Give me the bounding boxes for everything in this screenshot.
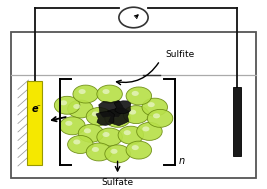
Bar — [233, 87, 241, 156]
Circle shape — [92, 112, 99, 116]
Circle shape — [73, 139, 80, 145]
Circle shape — [111, 113, 117, 118]
Circle shape — [103, 89, 109, 94]
Circle shape — [105, 145, 130, 163]
Circle shape — [73, 104, 80, 109]
Text: n: n — [179, 156, 185, 166]
Circle shape — [124, 130, 131, 135]
Circle shape — [123, 106, 149, 124]
Circle shape — [60, 100, 67, 105]
Circle shape — [60, 117, 85, 135]
Polygon shape — [108, 108, 129, 126]
Circle shape — [73, 85, 99, 103]
Text: Sulfate: Sulfate — [101, 178, 134, 187]
Circle shape — [84, 128, 91, 133]
Text: e: e — [32, 104, 38, 114]
Circle shape — [68, 136, 93, 153]
Circle shape — [105, 109, 130, 127]
Circle shape — [111, 149, 117, 154]
Polygon shape — [96, 112, 114, 125]
Circle shape — [142, 126, 150, 131]
Circle shape — [126, 141, 152, 159]
Bar — [27, 81, 42, 165]
Circle shape — [86, 143, 112, 161]
Circle shape — [132, 91, 139, 96]
Circle shape — [126, 87, 152, 105]
Circle shape — [119, 7, 148, 28]
Circle shape — [129, 110, 136, 115]
Circle shape — [65, 121, 72, 126]
Circle shape — [103, 132, 109, 137]
Text: ⁻: ⁻ — [37, 105, 41, 111]
Circle shape — [137, 122, 162, 140]
Circle shape — [153, 113, 160, 118]
Circle shape — [86, 108, 112, 125]
Circle shape — [97, 128, 122, 146]
Polygon shape — [99, 101, 124, 117]
Polygon shape — [114, 101, 131, 114]
Circle shape — [78, 89, 86, 94]
Circle shape — [118, 126, 144, 144]
Bar — [11, 33, 256, 178]
Circle shape — [148, 102, 155, 107]
Circle shape — [132, 145, 139, 150]
Text: Sulfite: Sulfite — [165, 50, 195, 59]
Circle shape — [97, 85, 122, 103]
Circle shape — [54, 96, 80, 114]
Circle shape — [142, 98, 167, 116]
Circle shape — [92, 147, 99, 152]
Circle shape — [147, 109, 173, 127]
Circle shape — [78, 124, 104, 142]
Circle shape — [68, 100, 93, 118]
